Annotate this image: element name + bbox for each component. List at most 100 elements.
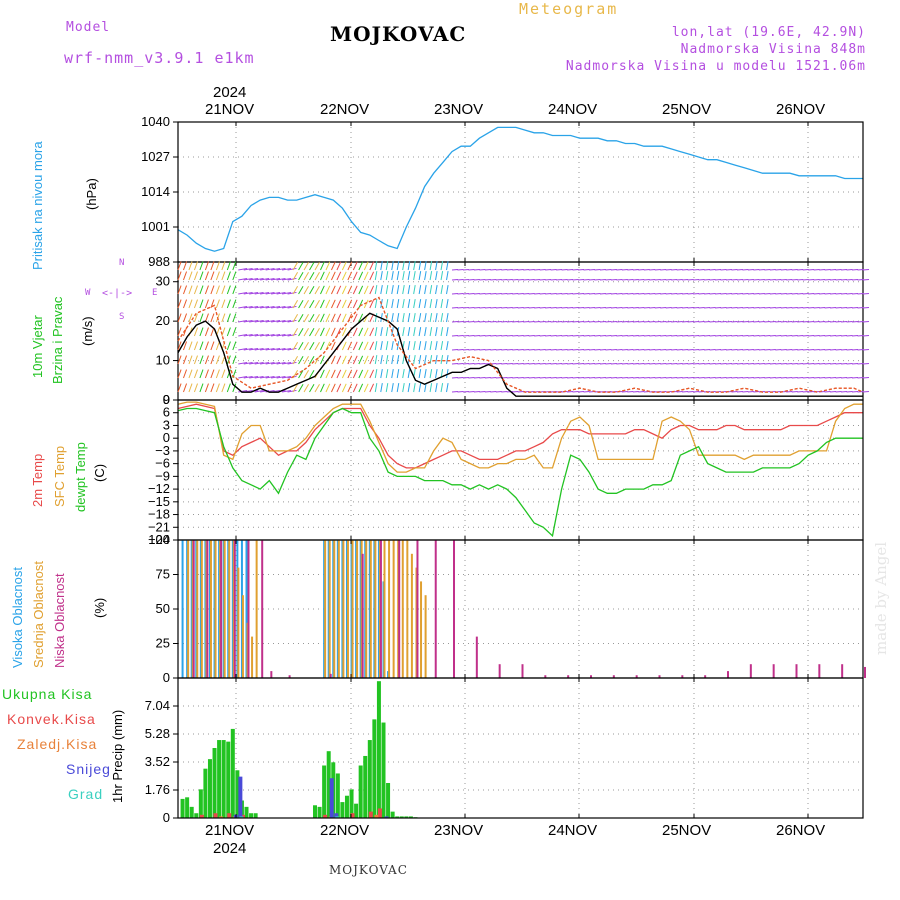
wind-barb (660, 306, 667, 309)
wind-barb (265, 305, 275, 309)
wind-barb (429, 313, 433, 323)
wind-barb (643, 362, 650, 365)
wind-barb (303, 355, 309, 365)
wind-barb (769, 334, 776, 337)
wind-barb (506, 292, 513, 295)
wind-barb (791, 334, 798, 337)
wind-barb (841, 268, 848, 271)
bar-ukupna-kisa (253, 813, 258, 818)
wind-barb (835, 362, 842, 365)
wind-barb (479, 268, 486, 271)
bar-ukupna-kisa (372, 719, 377, 818)
wind-barb (254, 305, 264, 309)
wind-barb (435, 369, 438, 379)
wind-barb (314, 327, 320, 337)
bar-ukupna-kisa (335, 773, 340, 818)
wind-barb (616, 292, 623, 295)
wind-barb (221, 327, 226, 337)
wind-barb (446, 261, 449, 271)
wind-barb (753, 320, 760, 323)
wind-barb (226, 271, 231, 281)
wind-barb (260, 319, 270, 323)
wind-barb (545, 348, 552, 351)
bar-niska-oblacnost (544, 675, 547, 678)
wind-barb (687, 376, 694, 379)
wind-barb (413, 271, 416, 281)
wind-barb (830, 362, 837, 365)
wind-barb (693, 348, 700, 351)
wind-barb (358, 341, 364, 351)
wind-barb (665, 292, 672, 295)
wind-barb (352, 299, 358, 309)
bar-niska-oblacnost (361, 553, 364, 678)
wind-barb (780, 320, 787, 323)
wind-barb (769, 320, 776, 323)
wind-barb (791, 390, 798, 393)
date-top-0: 21NOV (205, 101, 255, 118)
wind-barb (188, 341, 193, 351)
wind-barb (621, 334, 628, 337)
wind-barb (221, 261, 226, 271)
wind-barb (643, 306, 650, 309)
wind-barb (605, 320, 612, 323)
wind-barb (572, 278, 579, 281)
bar-niska-oblacnost (192, 540, 195, 678)
wind-barb (599, 278, 606, 281)
wind-barb (254, 267, 264, 271)
wind-barb (802, 268, 809, 271)
wind-barb (572, 390, 579, 393)
wind-barb (698, 278, 705, 281)
wind-barb (550, 376, 557, 379)
wind-barb (638, 292, 645, 295)
bar-visoka-oblacnost (181, 540, 184, 678)
wind-barb (330, 355, 336, 365)
wind-barb (495, 306, 502, 309)
wind-barb (517, 376, 524, 379)
wind-barb (292, 383, 299, 393)
wind-barb (358, 313, 364, 323)
wind-barb (841, 348, 848, 351)
wind-barb (177, 299, 182, 309)
wind-barb (857, 306, 864, 309)
wind-barb (341, 313, 347, 323)
wind-barb (808, 376, 815, 379)
wind-barb (654, 362, 661, 365)
wind-barb (764, 348, 771, 351)
wind-barb (221, 271, 226, 281)
bar-ukupna-kisa (212, 748, 217, 818)
wind-barb (654, 334, 661, 337)
wind-barb (572, 348, 579, 351)
bar-srednja-oblacnost (342, 540, 345, 678)
ytick-label: −6 (155, 456, 170, 471)
wind-barb (769, 306, 776, 309)
wind-barb (819, 306, 826, 309)
bar-ukupna-kisa (189, 806, 194, 818)
wind-barb (846, 292, 853, 295)
wind-barb (484, 320, 491, 323)
wind-barb (523, 306, 530, 309)
ytick-label: −21 (148, 519, 170, 534)
wind-barb (753, 362, 760, 365)
wind-barb (473, 292, 480, 295)
wind-barb (407, 369, 411, 379)
wind-barb (347, 341, 353, 351)
wind-barb (341, 271, 347, 281)
wind-barb (665, 278, 672, 281)
wind-barb (797, 334, 804, 337)
wind-barb (621, 278, 628, 281)
wind-barb (545, 334, 552, 337)
wind-barb (654, 348, 661, 351)
bar-konvek.kisa (213, 813, 218, 818)
bar-ukupna-kisa (217, 740, 222, 818)
compass-w: W (85, 288, 91, 298)
wind-barb (517, 278, 524, 281)
wind-barb (188, 313, 193, 323)
wind-barb (204, 285, 209, 295)
wind-barb (753, 292, 760, 295)
wind-barb (243, 267, 253, 271)
wind-barb (457, 278, 464, 281)
wind-barb (226, 285, 231, 295)
wind-barb (813, 334, 820, 337)
wind-barb (567, 334, 574, 337)
wind-barb (446, 383, 449, 393)
